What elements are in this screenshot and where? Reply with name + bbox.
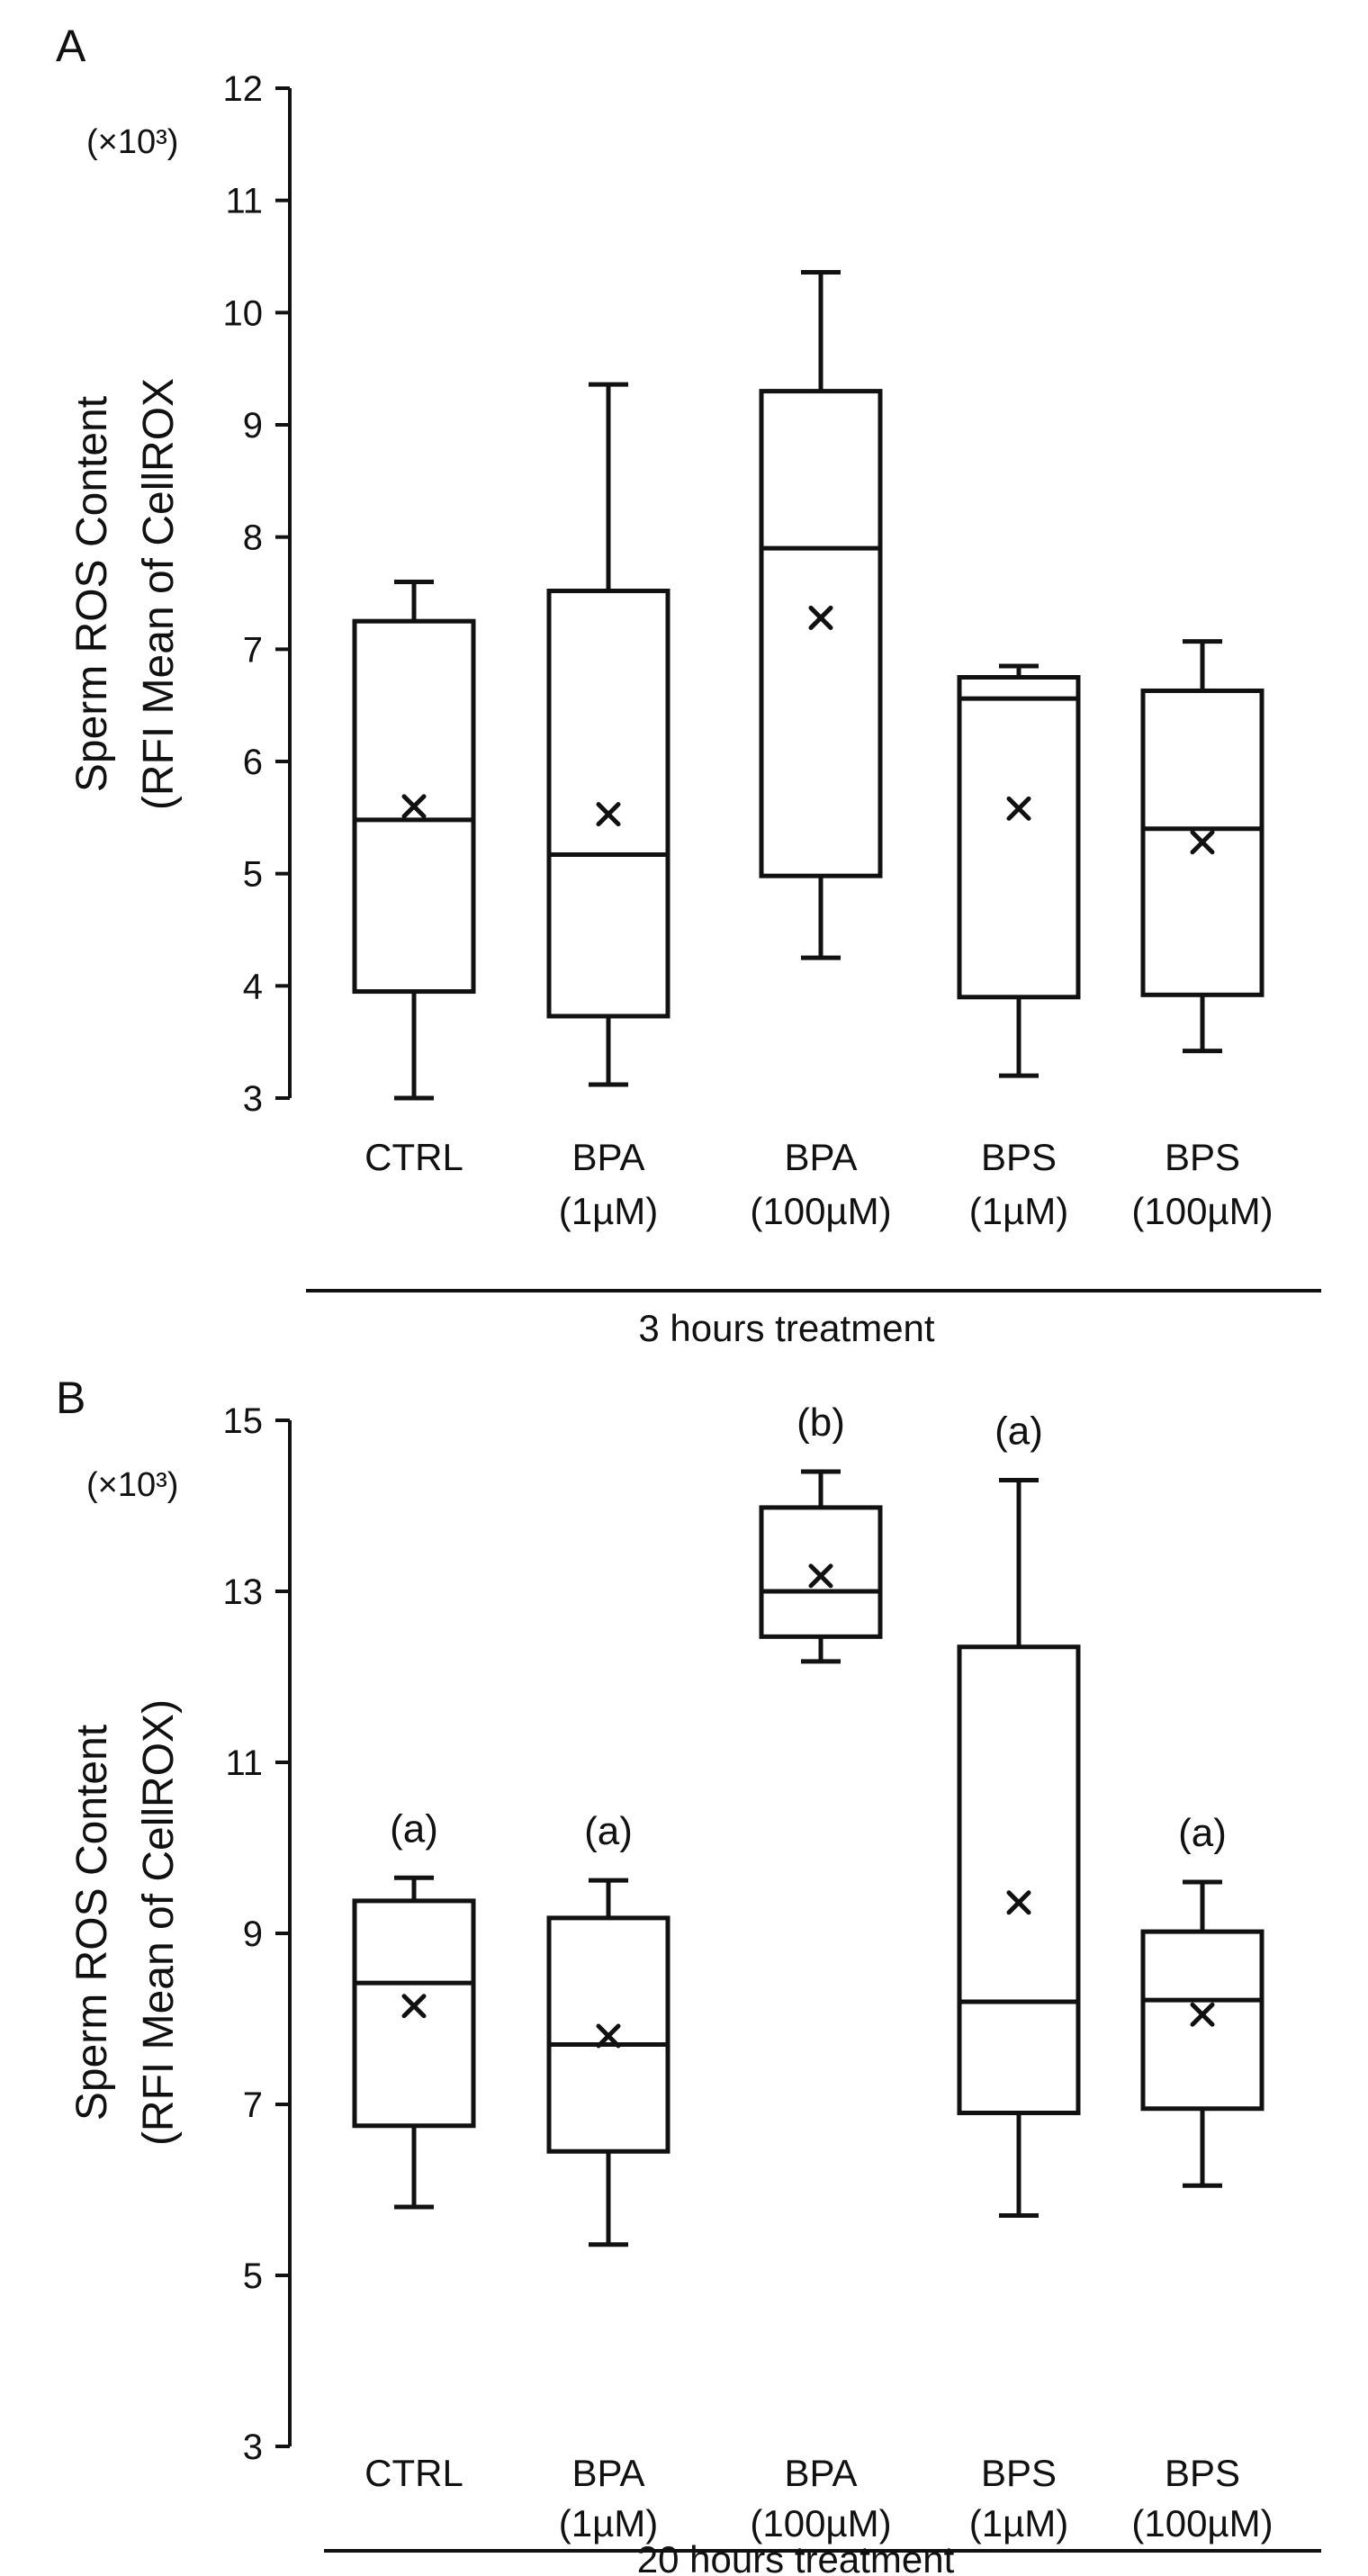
panel-b-mean-marker <box>1006 1890 1031 1915</box>
panel-b-chart: B 3 5 7 9 11 13 15 (×10³) Sperm ROS Content (RFI M… <box>56 1373 1321 2576</box>
panel-a-treatment-label: 3 hours treatment <box>638 1307 935 1349</box>
panel-a-category-sublabel: (100µM) <box>750 1190 891 1232</box>
panel-a-mean-marker <box>401 794 427 819</box>
panel-b-mean-marker <box>808 1563 833 1589</box>
panel-a-y-axis-title-line1: Sperm ROS Content <box>68 396 116 792</box>
panel-a-y-tick-label: 7 <box>243 630 263 670</box>
panel-b-category-sublabel: (1µM) <box>969 2502 1069 2544</box>
panel-b-mean-marker-stroke <box>1006 1890 1031 1915</box>
panel-b-y-tick-label: 3 <box>243 2427 263 2467</box>
panel-b-mean-marker-stroke <box>1190 2002 1215 2027</box>
panel-a-mean-marker <box>808 605 833 630</box>
panel-b-y-tick-label: 15 <box>223 1401 264 1441</box>
panel-a-mean-marker <box>596 802 621 827</box>
panel-a-category-sublabel: (1µM) <box>969 1190 1069 1232</box>
panel-b-mean-marker <box>596 2023 621 2049</box>
panel-a-y-tick-label: 12 <box>223 69 264 109</box>
panel-b-box <box>352 1898 476 2129</box>
panel-a-y-unit-label: (×10³) <box>86 123 178 161</box>
panel-a-y-tick-label: 4 <box>243 967 263 1006</box>
panel-a-letter: A <box>56 21 86 71</box>
panel-b-y-axis-title-line2: (RFI Mean of CellROX) <box>135 1699 183 2146</box>
panel-b-y-axis-title-line1: Sperm ROS Content <box>68 1725 116 2121</box>
panel-b-box <box>759 1505 883 1639</box>
panel-a-category-label: BPA <box>785 1136 858 1178</box>
panel-a-mean-marker <box>1190 830 1215 855</box>
panel-a-box <box>546 589 670 1019</box>
panel-b-category-label: BPS <box>981 2452 1057 2494</box>
panel-b-y-unit-label: (×10³) <box>86 1466 178 1504</box>
panel-a-y-tick-label: 11 <box>225 182 263 221</box>
panel-a-category-sublabel: (1µM) <box>559 1190 659 1232</box>
panel-a-y-tick-label: 8 <box>243 518 263 558</box>
panel-b-significance-label: (a) <box>1178 1811 1227 1855</box>
panel-a-mean-marker-stroke <box>596 802 621 827</box>
panel-a-mean-marker <box>1006 796 1031 821</box>
panel-b-treatment-label: 20 hours treatment <box>637 2538 955 2576</box>
panel-b-y-tick-label: 7 <box>243 2085 263 2125</box>
panel-b-category-sublabel: (1µM) <box>559 2502 659 2544</box>
panel-a-mean-marker-stroke <box>1190 830 1215 855</box>
panel-a-y-tick-label: 9 <box>243 406 263 446</box>
panel-b-y-tick-label: 11 <box>225 1743 263 1783</box>
panel-b-category-sublabel: (100µM) <box>1131 2502 1273 2544</box>
panel-b-significance-label: (b) <box>796 1401 845 1445</box>
panel-b-box <box>957 1644 1081 2115</box>
panel-b-category-label: BPA <box>785 2452 858 2494</box>
panel-b-y-tick-label: 9 <box>243 1914 263 1954</box>
panel-a-category-label: CTRL <box>364 1136 464 1178</box>
panel-b-mean-marker <box>401 1994 427 2019</box>
panel-a-y-tick-label: 10 <box>223 293 264 333</box>
panel-b-mean-marker <box>1190 2002 1215 2027</box>
panel-a-mean-marker-stroke <box>401 794 427 819</box>
panel-a-category-label: BPS <box>1165 1136 1240 1178</box>
panel-b-significance-label: (a) <box>390 1806 438 1851</box>
panel-b-category-label: BPS <box>1165 2452 1240 2494</box>
panel-a-category-label: BPS <box>981 1136 1057 1178</box>
panel-b-significance-label: (a) <box>584 1809 633 1853</box>
panel-b-mean-marker-stroke <box>808 1563 833 1589</box>
panel-b-y-tick-label: 13 <box>223 1572 264 1612</box>
panel-b-category-label: BPA <box>572 2452 645 2494</box>
panel-b-letter: B <box>56 1373 86 1423</box>
panel-a-box <box>957 675 1081 1000</box>
panel-a-mean-marker-stroke <box>808 605 833 630</box>
panel-a-category-label: BPA <box>572 1136 645 1178</box>
panel-a-y-axis-title-line2: (RFI Mean of CellROX <box>135 378 183 810</box>
panel-a-category-sublabel: (100µM) <box>1131 1190 1273 1232</box>
panel-a-mean-marker-stroke <box>1006 796 1031 821</box>
panel-a-y-tick-label: 6 <box>243 743 263 782</box>
panel-a-y-tick-label: 5 <box>243 855 263 895</box>
panel-b-category-label: CTRL <box>364 2452 464 2494</box>
panel-b-significance-label: (a) <box>994 1410 1043 1454</box>
panel-a-box <box>759 389 883 878</box>
panel-b-mean-marker-stroke <box>596 2023 621 2049</box>
panel-a-chart: A 3 4 5 6 7 8 9 10 11 12 (×10³) Sperm ROS Content (RF… <box>56 21 1321 1349</box>
panel-a-y-tick-label: 3 <box>243 1079 263 1119</box>
panel-b-y-tick-label: 5 <box>243 2256 263 2296</box>
panel-b-box <box>1140 1929 1264 2112</box>
panel-b-mean-marker-stroke <box>401 1994 427 2019</box>
panel-b-category-sublabel: (100µM) <box>750 2502 891 2544</box>
